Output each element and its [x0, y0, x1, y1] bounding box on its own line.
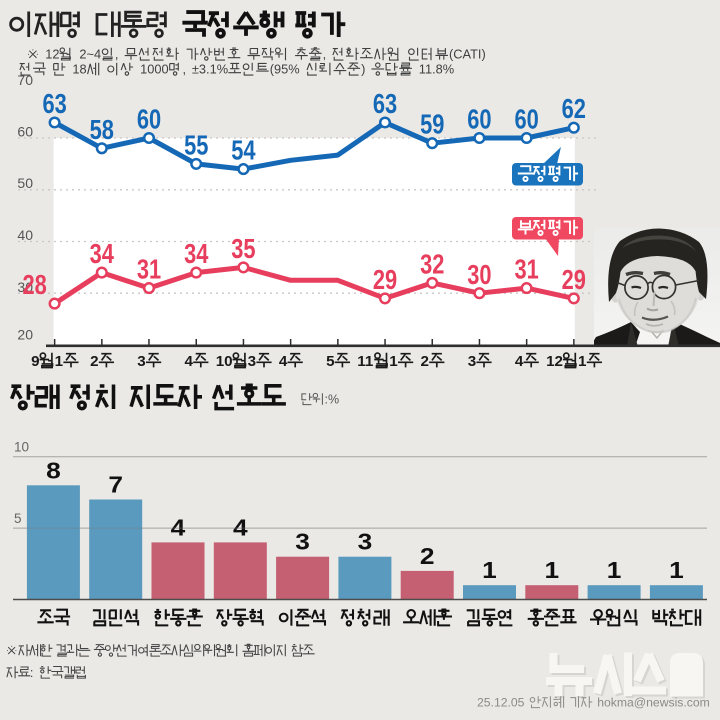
svg-text:25.12.05: 25.12.05: [477, 695, 525, 709]
svg-text:9: 9: [31, 353, 39, 370]
svg-text:,: ,: [183, 62, 187, 77]
svg-text:1: 1: [389, 353, 398, 370]
svg-text:(95%: (95%: [270, 62, 300, 77]
svg-text:2~4: 2~4: [79, 47, 101, 62]
svg-text:,: ,: [115, 47, 119, 62]
svg-text:3: 3: [468, 353, 476, 370]
svg-text:1: 1: [544, 557, 559, 583]
svg-text:59: 59: [420, 109, 444, 140]
svg-text:3: 3: [248, 353, 256, 370]
svg-text:hokma@newsis.com: hokma@newsis.com: [597, 695, 710, 709]
svg-text:3: 3: [295, 529, 310, 555]
svg-text:62: 62: [562, 94, 586, 125]
svg-text:63: 63: [373, 88, 397, 119]
svg-text:58: 58: [90, 114, 114, 145]
svg-text:12: 12: [45, 47, 59, 62]
svg-text:1: 1: [482, 557, 497, 583]
svg-text:4: 4: [515, 353, 524, 370]
svg-text:31: 31: [137, 254, 161, 285]
svg-text::: :: [30, 666, 34, 680]
svg-text:54: 54: [231, 135, 255, 166]
svg-text:1: 1: [55, 353, 64, 370]
svg-text:10: 10: [14, 440, 29, 455]
svg-text:11.8%: 11.8%: [419, 62, 454, 77]
svg-text:60: 60: [17, 124, 33, 140]
svg-text:29: 29: [562, 264, 586, 295]
svg-text:11: 11: [357, 353, 374, 370]
svg-text::%: :%: [325, 392, 340, 406]
svg-text:4: 4: [171, 515, 186, 541]
svg-text:63: 63: [42, 88, 66, 119]
svg-text:28: 28: [22, 270, 46, 301]
svg-text:18: 18: [72, 62, 86, 77]
svg-text:40: 40: [17, 227, 33, 243]
svg-text:20: 20: [17, 327, 33, 343]
svg-text:30: 30: [467, 259, 491, 290]
svg-text:32: 32: [420, 249, 444, 280]
svg-text:60: 60: [137, 104, 161, 135]
svg-text:34: 34: [184, 239, 208, 270]
svg-text:2: 2: [420, 543, 435, 569]
svg-text:50: 50: [17, 175, 33, 191]
svg-text:,: ,: [323, 47, 327, 62]
svg-text:(CATI): (CATI): [449, 47, 486, 62]
svg-text:3: 3: [137, 353, 145, 370]
svg-text:60: 60: [514, 104, 538, 135]
svg-text:55: 55: [184, 130, 208, 161]
svg-text:4: 4: [279, 353, 288, 370]
svg-text:5: 5: [326, 353, 335, 370]
svg-text:): ): [361, 62, 365, 77]
svg-text:7: 7: [108, 472, 123, 498]
svg-text:31: 31: [514, 254, 538, 285]
svg-text:60: 60: [467, 104, 491, 135]
svg-text:2: 2: [421, 353, 429, 370]
svg-text:34: 34: [90, 239, 114, 270]
svg-text:12: 12: [546, 353, 563, 370]
svg-text:3: 3: [358, 529, 373, 555]
svg-text:30: 30: [17, 279, 33, 295]
svg-text:29: 29: [373, 264, 397, 295]
svg-text:8: 8: [46, 458, 61, 484]
svg-text:4: 4: [233, 515, 248, 541]
svg-text:35: 35: [231, 233, 255, 264]
svg-text:1000: 1000: [140, 62, 168, 77]
svg-text:2: 2: [90, 353, 98, 370]
svg-text:70: 70: [17, 72, 33, 88]
svg-text:10: 10: [216, 353, 233, 370]
svg-text:1: 1: [578, 353, 587, 370]
svg-text:1: 1: [607, 557, 622, 583]
svg-text:±3.1%: ±3.1%: [192, 62, 228, 77]
svg-text:1: 1: [669, 557, 684, 583]
svg-text:4: 4: [185, 353, 194, 370]
svg-text:5: 5: [14, 511, 22, 526]
